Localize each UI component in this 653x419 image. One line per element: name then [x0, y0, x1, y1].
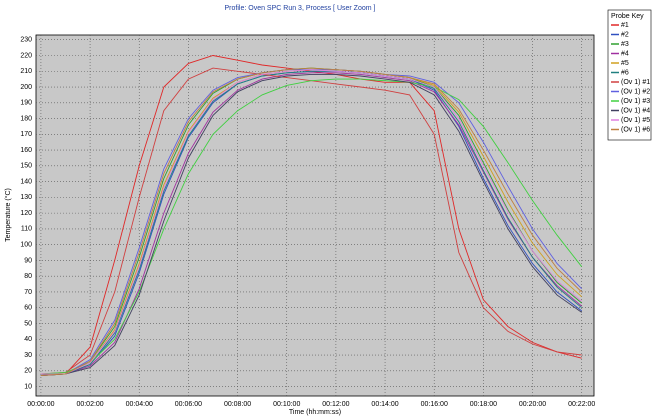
x-tick-label: 00:00:00 — [27, 401, 54, 408]
y-tick-label: 120 — [20, 210, 32, 217]
series-line — [40, 72, 582, 375]
x-tick-label: 00:18:00 — [470, 401, 497, 408]
y-tick-label: 140 — [20, 178, 32, 185]
y-tick-label: 40 — [24, 336, 32, 343]
legend-label: (Ov 1) #6 — [621, 126, 650, 133]
legend-label: #6 — [621, 69, 629, 76]
legend-label: #3 — [621, 41, 629, 48]
x-tick-label: 00:08:00 — [224, 401, 251, 408]
legend-label: #1 — [621, 22, 629, 29]
y-tick-label: 170 — [20, 131, 32, 138]
legend-label: (Ov 1) #1 — [621, 79, 650, 86]
series-line — [40, 69, 582, 375]
y-tick-label: 130 — [20, 194, 32, 201]
y-tick-label: 50 — [24, 320, 32, 327]
y-tick-label: 190 — [20, 100, 32, 107]
x-tick-label: 00:04:00 — [126, 401, 153, 408]
y-tick-label: 220 — [20, 52, 32, 59]
y-tick-label: 70 — [24, 289, 32, 296]
y-tick-label: 20 — [24, 368, 32, 375]
x-axis-label: Time (hh:mm:ss) — [289, 409, 341, 416]
legend-box — [607, 9, 652, 141]
y-tick-label: 110 — [21, 226, 32, 233]
series-line — [40, 78, 583, 375]
y-tick-label: 10 — [24, 383, 32, 390]
series-line — [40, 73, 582, 376]
series-line — [40, 67, 583, 376]
legend-label: #2 — [621, 31, 629, 38]
y-axis-label: Temperature (°C) — [4, 188, 12, 242]
x-tick-label: 00:06:00 — [175, 401, 202, 408]
y-tick-label: 180 — [20, 115, 32, 122]
y-tick-label: 60 — [24, 305, 32, 312]
y-tick-label: 210 — [20, 68, 32, 75]
legend-label: #4 — [621, 50, 629, 57]
y-tick-label: 200 — [20, 84, 32, 91]
legend-label: #5 — [621, 60, 629, 67]
legend-title: Probe Key — [611, 13, 644, 20]
x-tick-label: 00:10:00 — [273, 401, 300, 408]
legend-label: (Ov 1) #3 — [621, 98, 650, 105]
y-tick-label: 150 — [20, 163, 32, 170]
legend-label: (Ov 1) #5 — [621, 117, 650, 124]
y-tick-label: 100 — [20, 242, 32, 249]
y-tick-label: 80 — [24, 273, 32, 280]
x-tick-label: 00:02:00 — [76, 401, 103, 408]
x-tick-label: 00:12:00 — [322, 401, 349, 408]
x-tick-label: 00:16:00 — [421, 401, 448, 408]
legend-label: (Ov 1) #2 — [621, 88, 650, 95]
chart-title: Profile: Oven SPC Run 3, Process [ User … — [225, 5, 376, 12]
series-line — [40, 70, 582, 375]
x-tick-label: 00:14:00 — [371, 401, 398, 408]
legend-label: (Ov 1) #4 — [621, 107, 650, 114]
x-tick-label: 00:20:00 — [519, 401, 546, 408]
y-tick-label: 230 — [20, 37, 32, 44]
x-tick-label: 00:22:00 — [568, 401, 595, 408]
y-tick-label: 90 — [24, 257, 32, 264]
y-tick-label: 30 — [24, 352, 32, 359]
y-tick-label: 160 — [20, 147, 32, 154]
